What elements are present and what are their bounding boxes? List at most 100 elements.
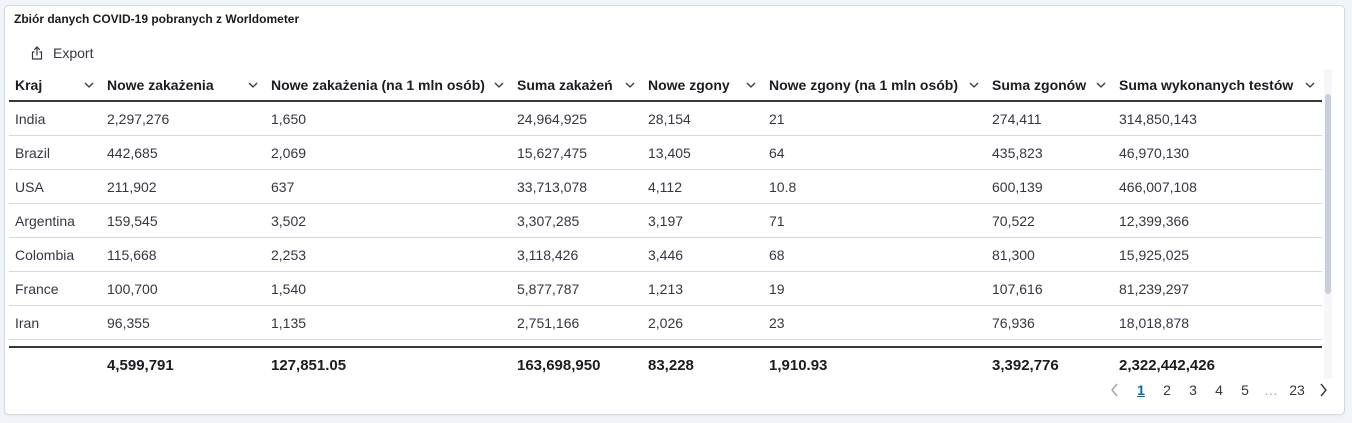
column-header-label: Suma zakażeń bbox=[517, 76, 613, 93]
total-cell: 1,910.93 bbox=[763, 346, 986, 375]
column-header-label: Nowe zakażenia bbox=[107, 76, 214, 93]
column-header[interactable]: Kraj bbox=[9, 69, 101, 102]
table-cell: 68 bbox=[763, 237, 986, 272]
table-row: India 2,297,276 1,650 24,964,925 28,154 21 274… bbox=[9, 101, 1322, 136]
prev-page-button[interactable] bbox=[1102, 382, 1128, 398]
column-header[interactable]: Nowe zakażenia bbox=[101, 69, 265, 102]
table-cell: 1,540 bbox=[265, 271, 511, 306]
column-header[interactable]: Nowe zgony bbox=[642, 69, 763, 102]
column-header-label: Suma wykonanych testów bbox=[1119, 76, 1294, 93]
total-cell bbox=[9, 346, 101, 375]
table-cell: 15,627,475 bbox=[511, 135, 642, 170]
table-cell: 81,300 bbox=[986, 237, 1113, 272]
table-cell: 70,522 bbox=[986, 203, 1113, 238]
column-header-label: Kraj bbox=[15, 76, 43, 93]
table-cell: Brazil bbox=[9, 135, 101, 170]
table-cell: Colombia bbox=[9, 237, 101, 272]
page-button[interactable]: 1 bbox=[1137, 382, 1145, 398]
page-ellipsis: … bbox=[1264, 382, 1278, 398]
table-cell: 435,823 bbox=[986, 135, 1113, 170]
column-header[interactable]: Nowe zgony (na 1 mln osób) bbox=[763, 69, 986, 102]
column-header[interactable]: Suma wykonanych testów bbox=[1113, 69, 1322, 102]
chevron-down-icon[interactable] bbox=[1095, 79, 1107, 91]
chevron-left-icon bbox=[1111, 383, 1118, 397]
chevron-down-icon[interactable] bbox=[624, 79, 636, 91]
table-cell: 4,112 bbox=[642, 169, 763, 204]
table-row: Iran 96,355 1,135 2,751,166 2,026 23 76,936 18,… bbox=[9, 305, 1322, 340]
table-cell: 10.8 bbox=[763, 169, 986, 204]
column-header[interactable]: Nowe zakażenia (na 1 mln osób) bbox=[265, 69, 511, 102]
table-cell: 2,751,166 bbox=[511, 305, 642, 340]
table-cell: 1,650 bbox=[265, 101, 511, 136]
table-cell: 76,936 bbox=[986, 305, 1113, 340]
table-cell: 211,902 bbox=[101, 169, 265, 204]
table-row: USA 211,902 637 33,713,078 4,112 10.8 600,139 4… bbox=[9, 169, 1322, 204]
table-cell: 2,069 bbox=[265, 135, 511, 170]
table-cell: 600,139 bbox=[986, 169, 1113, 204]
table-row: Brazil 442,685 2,069 15,627,475 13,405 64 435,… bbox=[9, 135, 1322, 170]
panel-title: Zbiór danych COVID-19 pobranych z Worldo… bbox=[14, 12, 300, 26]
table-cell: 28,154 bbox=[642, 101, 763, 136]
table-cell: 1,213 bbox=[642, 271, 763, 306]
chevron-down-icon[interactable] bbox=[968, 79, 980, 91]
column-header-label: Nowe zakażenia (na 1 mln osób) bbox=[271, 76, 485, 93]
table-cell: 115,668 bbox=[101, 237, 265, 272]
export-button[interactable]: Export bbox=[29, 45, 93, 61]
page-button[interactable]: 3 bbox=[1189, 382, 1197, 398]
chevron-down-icon[interactable] bbox=[1304, 79, 1316, 91]
export-icon bbox=[31, 46, 43, 60]
table-cell: 19 bbox=[763, 271, 986, 306]
total-cell: 127,851.05 bbox=[265, 346, 511, 375]
table-cell: 3,197 bbox=[642, 203, 763, 238]
table-cell: 442,685 bbox=[101, 135, 265, 170]
total-cell: 2,322,442,426 bbox=[1113, 346, 1322, 375]
table-cell: USA bbox=[9, 169, 101, 204]
page-button[interactable]: 23 bbox=[1289, 382, 1305, 398]
chevron-down-icon[interactable] bbox=[83, 79, 95, 91]
table-cell: 96,355 bbox=[101, 305, 265, 340]
table-cell: 21 bbox=[763, 101, 986, 136]
table-cell: 3,118,426 bbox=[511, 237, 642, 272]
column-header[interactable]: Suma zakażeń bbox=[511, 69, 642, 102]
table-cell: India bbox=[9, 101, 101, 136]
table-cell: 3,446 bbox=[642, 237, 763, 272]
total-cell: 83,228 bbox=[642, 346, 763, 375]
table-cell: 13,405 bbox=[642, 135, 763, 170]
table-cell: 100,700 bbox=[101, 271, 265, 306]
chevron-down-icon[interactable] bbox=[493, 79, 505, 91]
table-cell: 3,307,285 bbox=[511, 203, 642, 238]
table-totals-row: 4,599,791 127,851.05 163,698,950 83,228 1,91… bbox=[9, 346, 1322, 375]
table-cell: 23 bbox=[763, 305, 986, 340]
table-cell: 159,545 bbox=[101, 203, 265, 238]
chevron-down-icon[interactable] bbox=[247, 79, 259, 91]
table-cell: 18,018,878 bbox=[1113, 305, 1322, 340]
column-header-label: Nowe zgony (na 1 mln osób) bbox=[769, 76, 959, 93]
table-cell: France bbox=[9, 271, 101, 306]
next-page-button[interactable] bbox=[1310, 382, 1336, 398]
chevron-right-icon bbox=[1320, 383, 1327, 397]
page-button[interactable]: 4 bbox=[1215, 382, 1223, 398]
table-row: France 100,700 1,540 5,877,787 1,213 19 107,61… bbox=[9, 271, 1322, 306]
pagination: 1 2 3 4 5… 23 bbox=[1102, 382, 1336, 398]
total-cell: 3,392,776 bbox=[986, 346, 1113, 375]
table-cell: 466,007,108 bbox=[1113, 169, 1322, 204]
table-header-row: Kraj Nowe zakażenia Nowe zakażenia (na 1 m… bbox=[9, 69, 1322, 102]
table-cell: 64 bbox=[763, 135, 986, 170]
table-cell: Argentina bbox=[9, 203, 101, 238]
page-button[interactable]: 2 bbox=[1163, 382, 1171, 398]
page-button[interactable]: 5 bbox=[1241, 382, 1249, 398]
scrollbar-thumb[interactable] bbox=[1325, 94, 1331, 294]
total-cell: 4,599,791 bbox=[101, 346, 265, 375]
table-cell: 2,297,276 bbox=[101, 101, 265, 136]
column-header[interactable]: Suma zgonów bbox=[986, 69, 1113, 102]
table-cell: 3,502 bbox=[265, 203, 511, 238]
table-cell: Iran bbox=[9, 305, 101, 340]
table-cell: 71 bbox=[763, 203, 986, 238]
chevron-down-icon[interactable] bbox=[745, 79, 757, 91]
total-cell: 163,698,950 bbox=[511, 346, 642, 375]
table-cell: 107,616 bbox=[986, 271, 1113, 306]
table-cell: 314,850,143 bbox=[1113, 101, 1322, 136]
table-cell: 5,877,787 bbox=[511, 271, 642, 306]
table-cell: 637 bbox=[265, 169, 511, 204]
table-cell: 33,713,078 bbox=[511, 169, 642, 204]
